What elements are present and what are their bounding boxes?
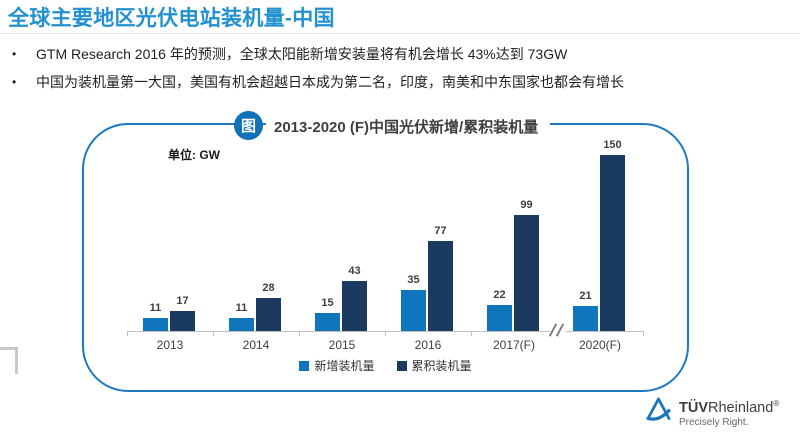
bar-value-label: 15 <box>321 297 334 309</box>
title-divider <box>0 33 800 34</box>
bar-value-label: 150 <box>603 139 622 151</box>
bar-new-capacity <box>315 313 340 331</box>
bullet-text: 中国为装机量第一大国，美国有机会超越日本成为第二名，印度，南美和中东国家也都会有… <box>36 74 624 90</box>
x-axis-tick <box>385 331 386 336</box>
x-axis-category-label: 2015 <box>328 338 356 352</box>
legend-label: 新增装机量 <box>314 359 375 373</box>
x-axis-tick <box>127 331 128 336</box>
bar-cumulative-capacity <box>514 215 539 331</box>
x-axis-category-label: 2016 <box>414 338 442 352</box>
bar-cumulative-capacity <box>342 281 367 331</box>
registered-mark: ® <box>773 399 780 408</box>
logo-text: TÜVRheinland® Precisely Right. <box>679 396 779 428</box>
bar-cumulative-capacity <box>600 155 625 331</box>
bar-value-label: 11 <box>149 302 162 314</box>
bar-new-capacity <box>229 318 254 331</box>
bullet-text: GTM Research 2016 年的预测，全球太阳能新增安装量将有机会增长 … <box>36 46 568 62</box>
bar-new-capacity <box>573 306 598 331</box>
chart-unit-label: 单位: GW <box>168 148 220 162</box>
bar-value-label: 11 <box>235 302 248 314</box>
x-axis-category-label: 2014 <box>242 338 270 352</box>
bar-new-capacity <box>401 290 426 331</box>
chart-legend: 新增装机量 累积装机量 <box>84 357 687 374</box>
x-axis-category-label: 2020(F) <box>578 338 622 352</box>
figure-badge-icon: 图 <box>234 111 263 140</box>
bar-value-label: 99 <box>520 199 533 211</box>
x-axis-category-label: 2013 <box>156 338 184 352</box>
chart-title: 2013-2020 (F)中国光伏新增/累积装机量 <box>266 114 551 139</box>
legend-item: 新增装机量 <box>299 357 375 374</box>
x-axis-tick <box>299 331 300 336</box>
tuv-rheinland-logo: TÜVRheinland® Precisely Right. <box>645 396 779 428</box>
bar-new-capacity <box>487 305 512 331</box>
bar-value-label: 28 <box>262 282 275 294</box>
placeholder-corner-bracket <box>0 347 18 374</box>
bar-value-label: 43 <box>348 265 361 277</box>
x-axis-tick <box>471 331 472 336</box>
bar-value-label: 21 <box>579 290 592 302</box>
logo-brand: TÜVRheinland® <box>679 399 780 416</box>
legend-swatch-icon <box>396 360 407 371</box>
legend-item: 累积装机量 <box>396 357 472 374</box>
bullet-marker-icon: • <box>12 75 17 89</box>
tuv-triangle-icon <box>646 397 671 421</box>
bullet-list: • GTM Research 2016 年的预测，全球太阳能新增安装量将有机会增… <box>12 46 772 102</box>
bar-cumulative-capacity <box>170 311 195 331</box>
chart-panel: 11 17 2013 11 28 2014 15 43 2015 35 77 2016 22 99 2017… <box>82 123 689 392</box>
bar-value-label: 22 <box>493 289 506 301</box>
bar-cumulative-capacity <box>428 241 453 331</box>
bar-value-label: 77 <box>434 225 447 237</box>
legend-swatch-icon <box>299 360 310 371</box>
bar-chart: 11 17 2013 11 28 2014 15 43 2015 35 77 2016 22 99 2017… <box>84 125 687 390</box>
logo-tagline: Precisely Right. <box>679 416 749 428</box>
bullet-item: • 中国为装机量第一大国，美国有机会超越日本成为第二名，印度，南美和中东国家也都… <box>12 74 772 91</box>
bar-new-capacity <box>143 318 168 331</box>
x-axis-tick <box>213 331 214 336</box>
bullet-item: • GTM Research 2016 年的预测，全球太阳能新增安装量将有机会增… <box>12 46 772 63</box>
bar-value-label: 17 <box>176 295 189 307</box>
slide-title: 全球主要地区光伏电站装机量-中国 <box>8 7 335 30</box>
x-axis-tick <box>643 331 644 336</box>
bullet-marker-icon: • <box>12 47 17 61</box>
x-axis-category-label: 2017(F) <box>492 338 536 352</box>
legend-label: 累积装机量 <box>411 359 472 373</box>
bar-value-label: 35 <box>407 274 420 286</box>
bar-cumulative-capacity <box>256 298 281 331</box>
